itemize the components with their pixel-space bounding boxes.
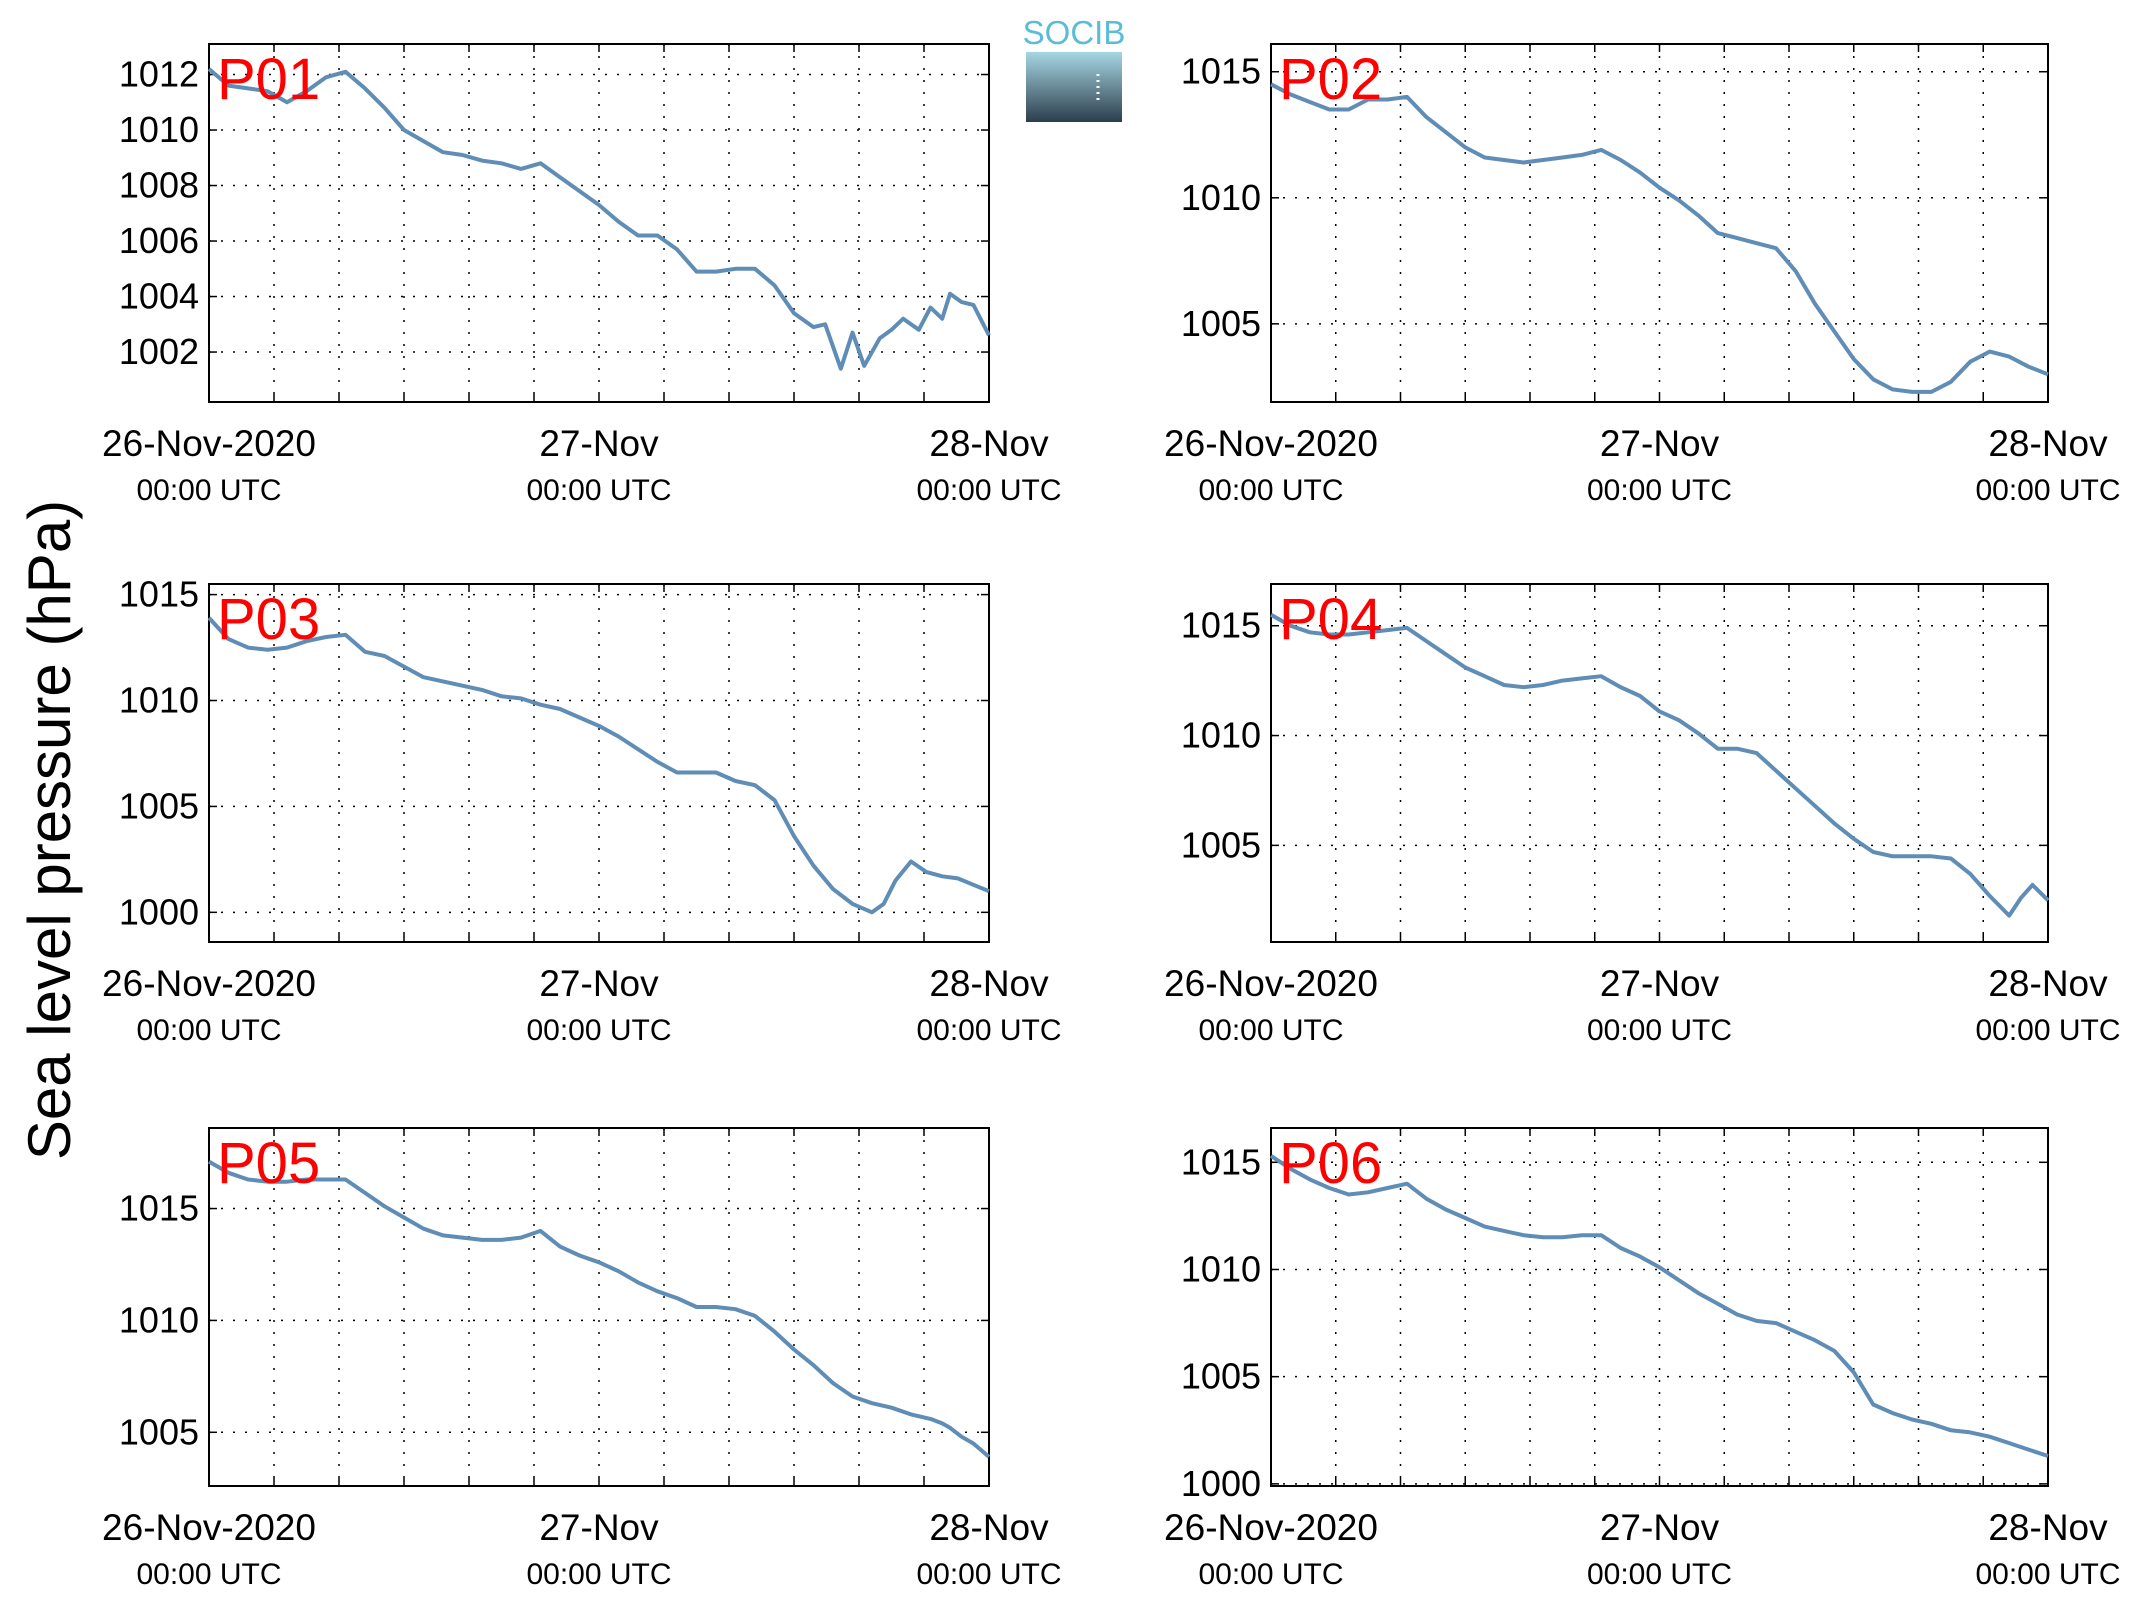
station-label: P04 <box>1279 587 1382 652</box>
y-tick-label: 1000 <box>119 891 199 932</box>
x-tick-label-time: 00:00 UTC <box>1975 474 2120 507</box>
y-tick-label: 1015 <box>1181 605 1261 646</box>
axes-frame <box>1270 583 2049 943</box>
x-tick-label-time: 00:00 UTC <box>1975 1014 2120 1047</box>
y-tick-label: 1010 <box>119 109 199 150</box>
x-tick-label-date: 26-Nov-2020 <box>102 963 316 1004</box>
x-tick-label-time: 00:00 UTC <box>526 474 671 507</box>
x-tick-label-date: 27-Nov <box>539 963 659 1004</box>
x-tick-label-time: 00:00 UTC <box>1975 1558 2120 1591</box>
y-tick-label: 1015 <box>1181 1141 1261 1182</box>
panels: 1002 1004 1006 1008 1010 1012 26-Nov-2020 00:00… <box>102 43 2121 1591</box>
logo-gradient <box>1026 52 1122 122</box>
x-tick-label-date: 28-Nov <box>1988 963 2108 1004</box>
axes-frame <box>1270 43 2049 403</box>
y-tick-label: 1010 <box>119 1299 199 1340</box>
x-tick-label-time: 00:00 UTC <box>526 1558 671 1591</box>
axes-frame <box>1270 1127 2049 1487</box>
y-tick-label: 1015 <box>119 1188 199 1229</box>
x-tick-label-date: 26-Nov-2020 <box>102 1507 316 1548</box>
x-tick-label-time: 00:00 UTC <box>526 1014 671 1047</box>
pressure-series-line <box>1270 612 2050 918</box>
x-tick-label-date: 27-Nov <box>1600 423 1720 464</box>
y-tick-label: 1000 <box>1181 1463 1261 1504</box>
y-axis-label: Sea level pressure (hPa) <box>16 500 83 1160</box>
panel-p01: 1002 1004 1006 1008 1010 1012 26-Nov-2020 00:00… <box>102 43 1062 507</box>
x-tick-label-time: 00:00 UTC <box>1587 1558 1732 1591</box>
pressure-series-line <box>1269 1154 2049 1458</box>
y-tick-label: 1004 <box>119 276 199 317</box>
x-tick-label-date: 27-Nov <box>1600 1507 1720 1548</box>
y-tick-label: 1005 <box>1181 1356 1261 1397</box>
y-tick-label: 1010 <box>1181 715 1261 756</box>
pressure-series-line <box>207 67 991 371</box>
x-tick-label-date: 28-Nov <box>929 423 1049 464</box>
x-tick-label-date: 27-Nov <box>539 423 659 464</box>
x-tick-label-time: 00:00 UTC <box>136 1014 281 1047</box>
y-tick-label: 1010 <box>1181 177 1261 218</box>
y-tick-label: 1012 <box>119 54 199 95</box>
station-label: P03 <box>217 587 320 652</box>
socib-logo: SOCIB <box>1023 14 1126 122</box>
x-tick-label-time: 00:00 UTC <box>1198 474 1343 507</box>
y-tick-label: 1015 <box>1181 51 1261 92</box>
station-label: P02 <box>1279 47 1382 112</box>
x-tick-label-time: 00:00 UTC <box>136 474 281 507</box>
pressure-series-line <box>208 1159 991 1459</box>
y-tick-label: 1005 <box>1181 303 1261 344</box>
axes-frame <box>208 43 990 403</box>
y-tick-label: 1005 <box>119 785 199 826</box>
x-tick-label-date: 28-Nov <box>929 963 1049 1004</box>
x-tick-label-date: 28-Nov <box>1988 423 2108 464</box>
panel-p06: 1000 1005 1010 1015 26-Nov-2020 00:00 UTC 27-N… <box>1164 1127 2121 1591</box>
x-tick-label-time: 00:00 UTC <box>916 474 1061 507</box>
x-tick-label-time: 00:00 UTC <box>136 1558 281 1591</box>
x-tick-label-date: 26-Nov-2020 <box>1164 423 1378 464</box>
panel-p05: 1005 1010 1015 26-Nov-2020 00:00 UTC 27-Nov 00… <box>102 1127 1062 1591</box>
x-tick-label-date: 28-Nov <box>1988 1507 2108 1548</box>
pressure-series-line <box>207 616 990 915</box>
x-tick-label-date: 27-Nov <box>539 1507 659 1548</box>
x-tick-label-date: 26-Nov-2020 <box>1164 1507 1378 1548</box>
x-tick-label-date: 26-Nov-2020 <box>1164 963 1378 1004</box>
y-tick-label: 1008 <box>119 165 199 206</box>
x-tick-label-time: 00:00 UTC <box>916 1014 1061 1047</box>
x-tick-label-date: 28-Nov <box>929 1507 1049 1548</box>
x-tick-label-date: 26-Nov-2020 <box>102 423 316 464</box>
panel-p03: 1000 1005 1010 1015 26-Nov-2020 00:00 UTC 27-N… <box>102 574 1061 1047</box>
axes-frame <box>208 1127 990 1487</box>
y-tick-label: 1005 <box>1181 824 1261 865</box>
y-tick-label: 1015 <box>119 574 199 615</box>
station-label: P05 <box>217 1131 320 1196</box>
y-tick-label: 1010 <box>119 680 199 721</box>
panel-p04: 1005 1010 1015 26-Nov-2020 00:00 UTC 27-Nov 00… <box>1164 583 2121 1047</box>
panel-p02: 1005 1010 1015 26-Nov-2020 00:00 UTC 27-Nov 00… <box>1164 43 2121 507</box>
x-tick-label-date: 27-Nov <box>1600 963 1720 1004</box>
y-tick-label: 1005 <box>119 1411 199 1452</box>
x-tick-label-time: 00:00 UTC <box>1587 1014 1732 1047</box>
y-tick-label: 1010 <box>1181 1248 1261 1289</box>
y-tick-label: 1006 <box>119 220 199 261</box>
logo-text: SOCIB <box>1023 14 1126 51</box>
y-tick-label: 1002 <box>119 331 199 372</box>
station-label: P01 <box>217 47 320 112</box>
x-tick-label-time: 00:00 UTC <box>916 1558 1061 1591</box>
station-label: P06 <box>1279 1131 1382 1196</box>
axes-frame <box>208 583 990 943</box>
pressure-series-line <box>1270 82 2049 394</box>
x-tick-label-time: 00:00 UTC <box>1198 1014 1343 1047</box>
x-tick-label-time: 00:00 UTC <box>1198 1558 1343 1591</box>
x-tick-label-time: 00:00 UTC <box>1587 474 1732 507</box>
